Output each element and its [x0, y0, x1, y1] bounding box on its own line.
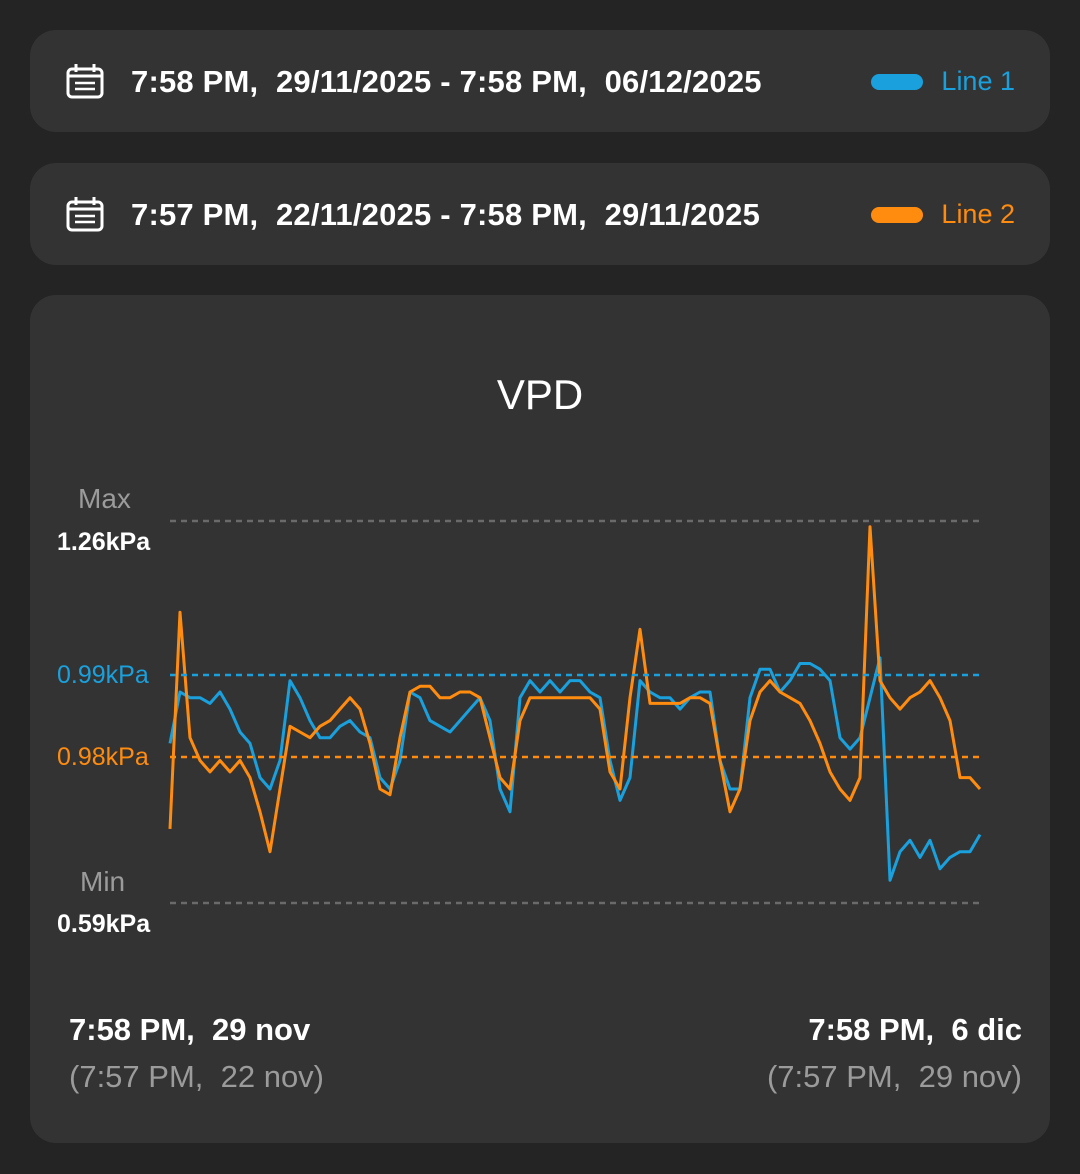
calendar-icon — [66, 64, 104, 99]
calendar-icon — [66, 197, 104, 232]
legend-swatch — [871, 206, 924, 223]
min-value: 0.59kPa — [57, 910, 151, 938]
min-label: Min — [80, 866, 126, 897]
legend-line-1: Line 1 — [871, 66, 1015, 97]
x-start-label: 7:58 PM, 29 nov — [69, 1012, 311, 1047]
range-card-line-1[interactable]: 7:58 PM, 29/11/2025 - 7:58 PM, 06/12/202… — [30, 30, 1050, 132]
average-line-1-label: 0.99kPa — [57, 661, 149, 689]
legend-swatch — [871, 73, 924, 90]
legend-label: Line 2 — [941, 199, 1015, 229]
range-card-line-2[interactable]: 7:57 PM, 22/11/2025 - 7:58 PM, 29/11/202… — [30, 163, 1050, 265]
max-value: 1.26kPa — [57, 528, 151, 556]
chart-title: VPD — [496, 371, 584, 418]
max-label: Max — [78, 483, 131, 514]
x-end-secondary-label: (7:57 PM, 29 nov) — [766, 1059, 1022, 1094]
date-range-text: 7:57 PM, 22/11/2025 - 7:58 PM, 29/11/202… — [131, 197, 761, 232]
x-start-secondary-label: (7:57 PM, 22 nov) — [69, 1059, 325, 1094]
legend-label: Line 1 — [941, 66, 1015, 96]
x-end-label: 7:58 PM, 6 dic — [808, 1012, 1022, 1047]
date-range-text: 7:58 PM, 29/11/2025 - 7:58 PM, 06/12/202… — [131, 64, 762, 99]
legend-line-2: Line 2 — [871, 199, 1015, 230]
average-line-2-label: 0.98kPa — [57, 743, 149, 771]
